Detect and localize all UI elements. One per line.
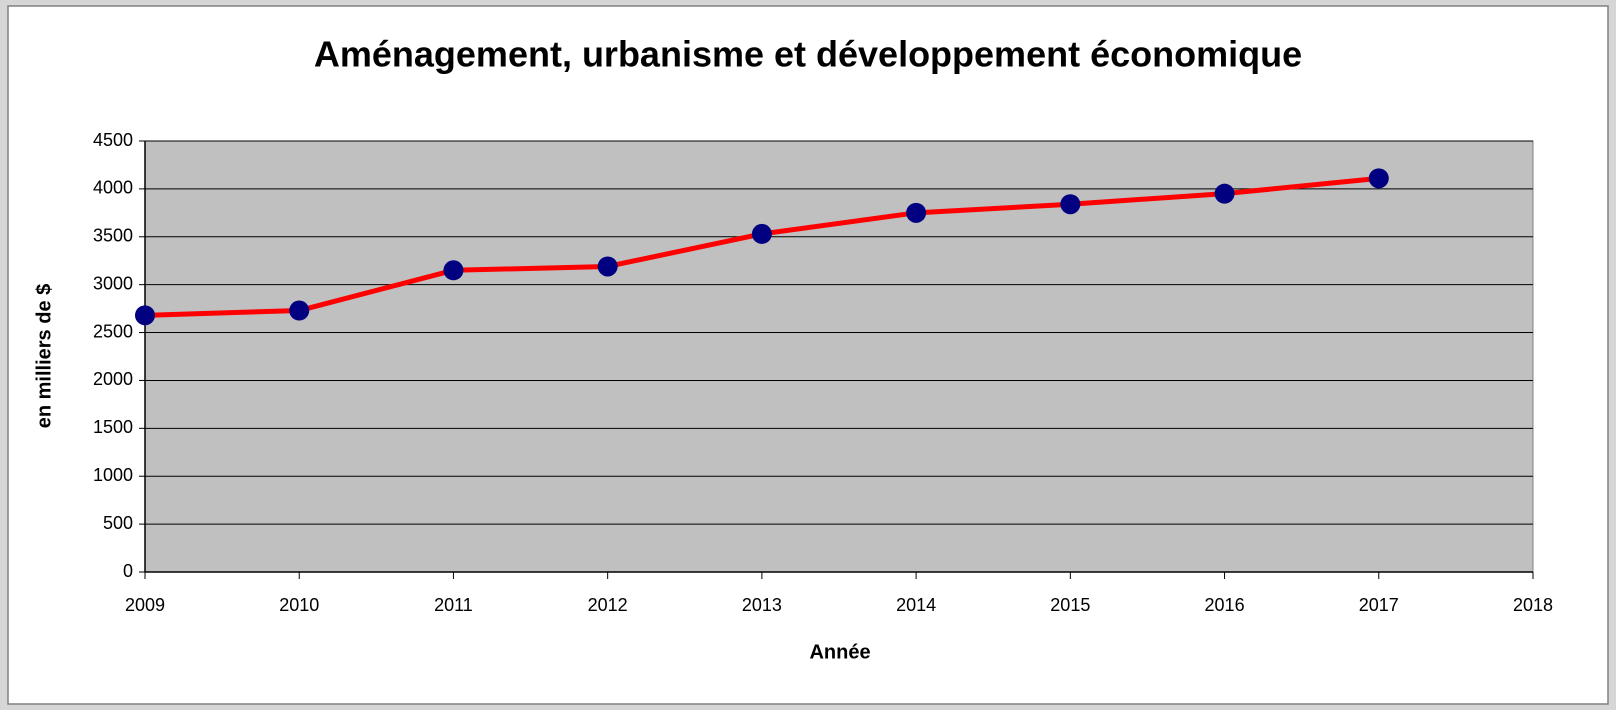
y-tick-label: 1500 (93, 417, 133, 437)
x-tick-label: 2018 (1513, 595, 1553, 615)
x-tick-label: 2010 (279, 595, 319, 615)
data-point (289, 300, 310, 321)
x-tick-label: 2015 (1050, 595, 1090, 615)
x-tick-label: 2009 (125, 595, 165, 615)
plot-area (144, 140, 1534, 573)
x-axis-label: Année (809, 641, 870, 663)
data-point (751, 223, 772, 244)
x-tick-label: 2017 (1359, 595, 1399, 615)
y-tick-label: 1000 (93, 465, 133, 485)
data-point (906, 202, 927, 223)
x-tick-label: 2013 (742, 595, 782, 615)
y-tick-label: 0 (123, 561, 133, 581)
data-point (1060, 194, 1081, 215)
y-tick-label: 2500 (93, 321, 133, 341)
x-tick-label: 2014 (896, 595, 936, 615)
data-point (135, 305, 155, 326)
y-tick-label: 500 (103, 513, 133, 533)
data-point (1214, 183, 1235, 204)
data-point (597, 256, 618, 277)
y-tick-label: 4000 (93, 178, 133, 198)
y-tick-label: 3000 (93, 273, 133, 293)
data-point (1368, 168, 1389, 189)
data-point (443, 260, 464, 281)
y-tick-label: 4500 (93, 130, 133, 150)
chart-title: Aménagement, urbanisme et développement … (314, 34, 1302, 75)
x-tick-label: 2016 (1205, 595, 1245, 615)
y-tick-label: 2000 (93, 369, 133, 389)
x-tick-label: 2012 (588, 595, 628, 615)
x-tick-label: 2011 (434, 595, 473, 615)
y-tick-label: 3500 (93, 226, 133, 246)
y-axis-label: en milliers de $ (33, 284, 55, 429)
